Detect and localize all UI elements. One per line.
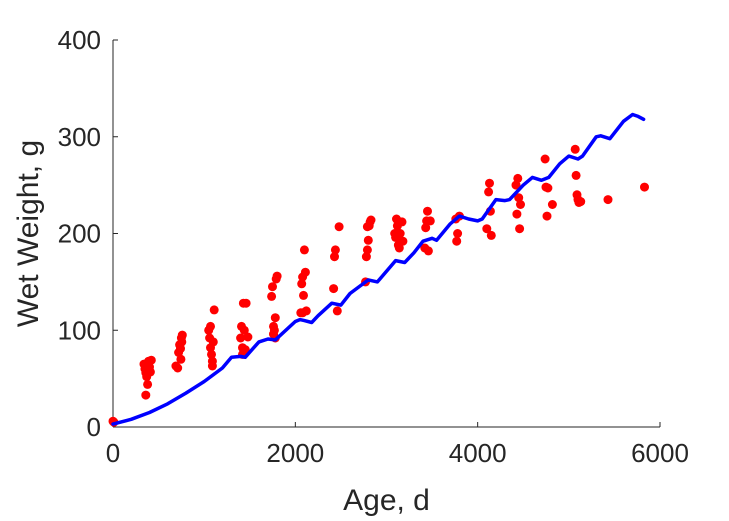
data-point — [423, 206, 432, 216]
data-point — [452, 236, 462, 246]
data-point — [363, 235, 373, 245]
data-point — [207, 349, 216, 359]
data-point — [513, 173, 523, 183]
model-line — [111, 112, 646, 426]
data-point — [143, 379, 153, 389]
data-point — [515, 224, 525, 234]
data-point — [516, 200, 525, 209]
data-point — [267, 291, 277, 301]
data-point — [514, 193, 524, 203]
x-tick-label: 6000 — [631, 438, 689, 468]
y-tick-label: 0 — [87, 412, 101, 442]
data-point — [299, 290, 308, 300]
data-point — [176, 354, 186, 364]
data-point — [330, 252, 339, 262]
data-point — [297, 279, 307, 289]
data-point — [425, 216, 435, 226]
data-point — [547, 200, 557, 209]
data-point — [173, 363, 183, 373]
data-point — [398, 236, 408, 246]
data-point — [270, 313, 280, 323]
data-point — [141, 390, 151, 400]
data-point — [540, 154, 550, 164]
data-point — [423, 246, 433, 256]
data-point — [576, 197, 586, 207]
data-point — [208, 337, 218, 347]
data-point — [330, 245, 340, 255]
data-point — [299, 245, 309, 255]
data-point — [366, 215, 376, 225]
data-point — [329, 284, 339, 294]
data-point — [453, 229, 463, 238]
data-point — [486, 230, 496, 240]
data-point — [236, 333, 246, 343]
y-axis-label: Wet Weight, g — [12, 140, 45, 327]
data-point — [394, 243, 404, 253]
data-point — [146, 355, 156, 365]
plot-area — [108, 112, 649, 427]
data-point — [542, 211, 552, 221]
data-point — [334, 222, 344, 232]
data-point — [239, 325, 249, 335]
data-point — [571, 170, 581, 180]
y-tick-label: 400 — [58, 25, 101, 55]
data-point — [209, 305, 219, 315]
data-point — [298, 308, 308, 318]
data-point — [272, 271, 282, 281]
data-point — [421, 223, 431, 233]
data-point — [176, 344, 185, 354]
data-point — [268, 282, 277, 292]
data-point — [362, 222, 372, 232]
axes: 0 2000 4000 6000 0 100 200 300 400 — [58, 25, 689, 468]
data-point — [570, 144, 580, 154]
data-point — [177, 330, 187, 340]
y-tick-label: 100 — [58, 315, 101, 345]
data-point — [145, 367, 155, 377]
y-tick-label: 200 — [58, 219, 101, 249]
data-point — [362, 245, 372, 255]
x-axis-label: Age, d — [343, 484, 430, 517]
data-point — [241, 298, 251, 308]
data-point — [640, 182, 649, 192]
data-point — [512, 209, 522, 219]
data-point — [395, 229, 405, 238]
x-tick-label: 2000 — [266, 438, 324, 468]
data-point — [361, 252, 371, 262]
data-point — [300, 267, 310, 277]
data-point — [177, 337, 187, 347]
data-point — [603, 195, 613, 205]
data-point — [243, 332, 253, 342]
y-tick-label: 300 — [58, 122, 101, 152]
x-tick-label: 0 — [106, 438, 120, 468]
data-point — [397, 217, 407, 227]
data-point — [543, 183, 553, 193]
x-tick-label: 4000 — [449, 438, 507, 468]
data-point — [482, 224, 492, 234]
data-point — [332, 306, 342, 316]
data-point — [207, 361, 217, 371]
data-point — [484, 187, 494, 197]
data-point — [485, 178, 494, 188]
data-point — [206, 321, 215, 331]
